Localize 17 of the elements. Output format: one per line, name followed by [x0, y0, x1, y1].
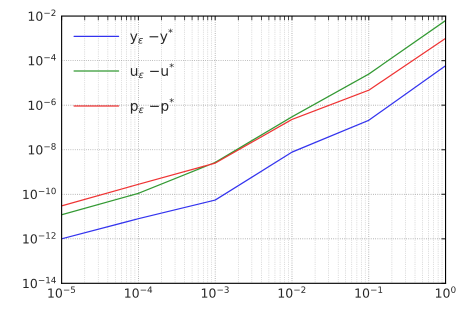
y-tick-label: 10$^{−10}$	[23, 188, 56, 200]
y-tick-label: 10$^{−4}$	[28, 54, 56, 66]
y-tick-label: 10$^{−14}$	[23, 276, 56, 288]
legend-label: y$_{ε}$ −y$^{*}$	[130, 28, 173, 44]
legend-label: u$_{ε}$ −u$^{*}$	[130, 63, 174, 78]
y-tick-label: 10$^{−12}$	[23, 232, 56, 244]
x-tick-label: 10$^{−3}$	[202, 286, 229, 298]
x-tick-label: 10$^{0}$	[436, 286, 456, 298]
x-tick-label: 10$^{−4}$	[125, 286, 152, 298]
x-tick-label: 10$^{−1}$	[355, 286, 382, 298]
legend-label: p$_{ε}$ −p$^{*}$	[130, 98, 174, 114]
line-series	[62, 65, 446, 240]
y-tick-label: 10$^{−2}$	[28, 9, 56, 21]
y-tick-label: 10$^{−6}$	[28, 98, 56, 110]
x-tick-label: 10$^{−2}$	[278, 286, 306, 298]
y-tick-label: 10$^{−8}$	[28, 143, 56, 155]
x-tick-label: 10$^{−5}$	[48, 286, 76, 298]
